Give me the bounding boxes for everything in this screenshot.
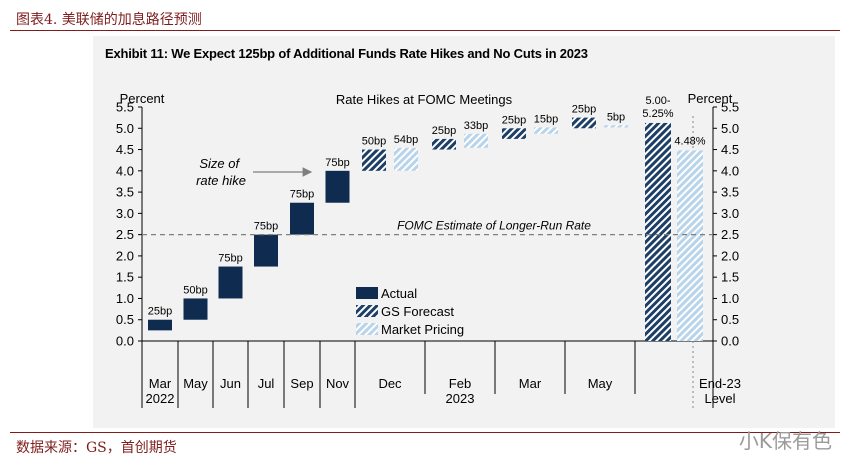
bar-label-end-level-market: 4.48% xyxy=(674,135,705,147)
bar-label-market-pricing: 5bp xyxy=(607,111,625,123)
bar-label-market-pricing: 54bp xyxy=(394,134,418,146)
x-tick-label: Jul xyxy=(258,376,275,391)
y-tick-label-left: 5.0 xyxy=(116,121,134,136)
bar-label-market-pricing: 33bp xyxy=(464,120,488,132)
y-tick-label-right: 3.0 xyxy=(721,206,739,221)
legend-swatch-market-pricing xyxy=(356,323,378,335)
y-tick-label-right: 3.5 xyxy=(721,185,739,200)
fed-hike-chart: Exhibit 11: We Expect 125bp of Additiona… xyxy=(105,46,741,408)
legend-swatch-actual xyxy=(356,287,378,299)
bar-label-actual: 50bp xyxy=(183,284,207,296)
figure-label: 图表4. 美联储的加息路径预测 xyxy=(16,12,202,28)
bar-label-end-level-gs-line2: 5.25% xyxy=(642,108,673,120)
bar-label-actual: 75bp xyxy=(218,253,242,265)
bar-actual xyxy=(148,319,172,331)
x-tick-label: Sep xyxy=(290,376,313,391)
x-tick-label: Feb xyxy=(449,376,471,391)
x-tick-label: End-23 xyxy=(699,376,741,391)
bar-gs-forecast xyxy=(362,149,386,171)
y-tick-label-right: 4.5 xyxy=(721,142,739,157)
chart-panel: Exhibit 11: We Expect 125bp of Additiona… xyxy=(93,36,835,428)
bar-label-gs-forecast: 25bp xyxy=(572,104,596,116)
bar-gs-forecast xyxy=(502,128,526,139)
bar-gs-forecast xyxy=(432,138,456,150)
y-axis-label-left: Percent xyxy=(120,91,165,106)
y-tick-label-left: 3.5 xyxy=(116,185,134,200)
bar-label-actual: 25bp xyxy=(148,306,172,318)
bar-end-level-gs-forecast xyxy=(645,122,671,341)
bar-label-gs-forecast: 25bp xyxy=(502,114,526,126)
bar-gs-forecast xyxy=(572,117,596,129)
legend-label-market-pricing: Market Pricing xyxy=(381,322,464,337)
chart-title: Exhibit 11: We Expect 125bp of Additiona… xyxy=(105,46,588,61)
bar-actual xyxy=(218,266,243,299)
y-tick-label-left: 2.0 xyxy=(116,248,134,263)
bar-label-market-pricing: 15bp xyxy=(534,113,558,125)
y-tick-label-right: 5.5 xyxy=(721,100,739,115)
y-tick-label-left: 2.5 xyxy=(116,227,134,242)
bar-actual xyxy=(290,202,314,235)
x-year-label-2022: 2022 xyxy=(146,391,175,406)
bar-label-gs-forecast: 25bp xyxy=(432,125,456,137)
bar-label-end-level-gs-line1: 5.00- xyxy=(645,95,670,107)
y-tick-label-right: 0.5 xyxy=(721,312,739,327)
hike-size-annotation: Size of rate hike xyxy=(196,156,246,188)
legend-label-actual: Actual xyxy=(381,286,417,301)
y-tick-label-right: 0.0 xyxy=(721,334,739,349)
y-tick-label-left: 4.5 xyxy=(116,142,134,157)
x-level-label: Level xyxy=(704,391,735,406)
x-tick-label: Nov xyxy=(326,376,350,391)
x-tick-label: Mar xyxy=(519,376,542,391)
y-tick-label-right: 2.5 xyxy=(721,227,739,242)
y-tick-label-right: 1.0 xyxy=(721,291,739,306)
y-tick-label-right: 4.0 xyxy=(721,163,739,178)
figure-header: 图表4. 美联储的加息路径预测 xyxy=(10,6,840,31)
chart-subtitle: Rate Hikes at FOMC Meetings xyxy=(336,92,513,107)
bar-market-pricing xyxy=(534,127,558,134)
bar-market-pricing xyxy=(464,133,488,148)
x-tick-label: Dec xyxy=(378,376,402,391)
bar-label-gs-forecast: 50bp xyxy=(362,136,386,148)
x-year-label-2023: 2023 xyxy=(446,391,475,406)
y-axis-label-right: Percent xyxy=(688,91,733,106)
reference-line-label: FOMC Estimate of Longer-Run Rate xyxy=(397,219,591,233)
source-note: 数据来源：GS，首创期货 xyxy=(16,440,177,456)
x-tick-label: May xyxy=(183,376,208,391)
legend: Actual GS Forecast Market Pricing xyxy=(356,286,464,337)
y-tick-label-right: 2.0 xyxy=(721,248,739,263)
legend-swatch-gs-forecast xyxy=(356,305,378,317)
legend-label-gs-forecast: GS Forecast xyxy=(381,304,454,319)
y-tick-label-right: 5.0 xyxy=(721,121,739,136)
y-tick-label-left: 4.0 xyxy=(116,163,134,178)
y-tick-label-left: 5.5 xyxy=(116,100,134,115)
bar-actual xyxy=(325,170,350,203)
bar-market-pricing xyxy=(604,125,628,128)
bar-actual xyxy=(183,298,208,320)
x-tick-label: Jun xyxy=(220,376,241,391)
figure-footer: 数据来源：GS，首创期货 小K保有色 xyxy=(10,429,840,461)
x-tick-label: May xyxy=(588,376,613,391)
bar-label-actual: 75bp xyxy=(254,221,278,233)
y-tick-label-left: 0.5 xyxy=(116,312,134,327)
bar-label-actual: 75bp xyxy=(290,189,314,201)
y-tick-label-right: 1.5 xyxy=(721,270,739,285)
watermark: 小K保有色 xyxy=(738,429,832,453)
bar-label-actual: 75bp xyxy=(325,157,349,169)
y-tick-label-left: 1.0 xyxy=(116,291,134,306)
x-tick-label: Mar xyxy=(149,376,172,391)
bar-end-level-market-pricing xyxy=(677,150,703,341)
bar-market-pricing xyxy=(394,147,418,171)
y-tick-label-left: 3.0 xyxy=(116,206,134,221)
bar-actual xyxy=(254,234,278,267)
y-tick-label-left: 0.0 xyxy=(116,334,134,349)
y-tick-label-left: 1.5 xyxy=(116,270,134,285)
